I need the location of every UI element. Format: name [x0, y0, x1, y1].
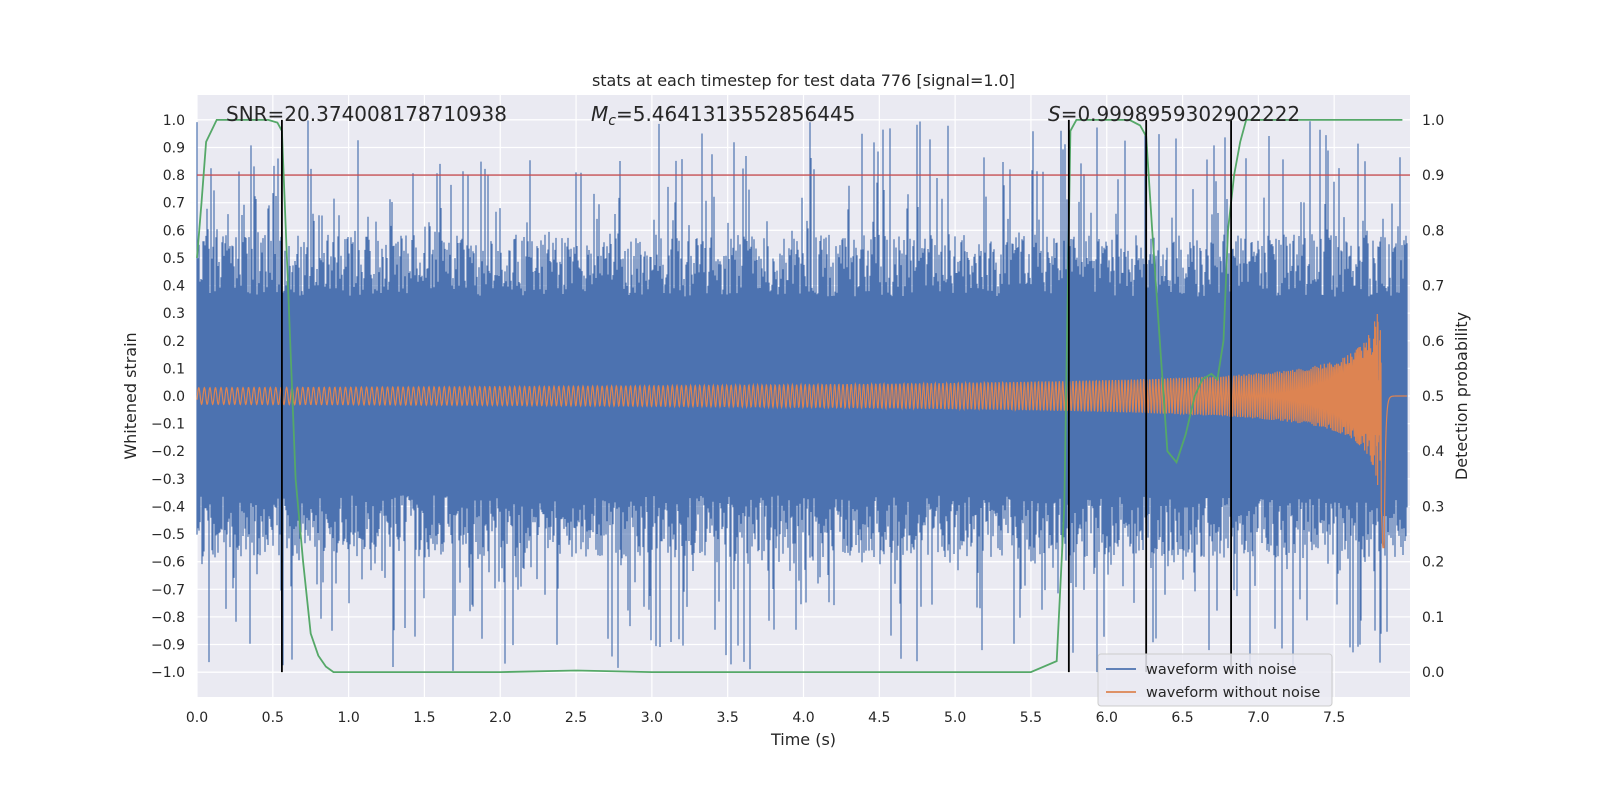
y-tick-label: −0.9	[151, 638, 185, 654]
y-tick-label: −0.3	[151, 472, 185, 488]
y-tick-label: 0.2	[163, 334, 185, 350]
x-tick-label: 6.5	[1171, 710, 1193, 726]
y2-tick-label: 1.0	[1422, 113, 1444, 129]
y-tick-label: 0.7	[163, 196, 185, 212]
y2-tick-label: 0.6	[1422, 334, 1444, 350]
x-tick-label: 1.0	[337, 710, 359, 726]
x-tick-label: 5.0	[944, 710, 966, 726]
y-tick-label: 0.9	[163, 140, 185, 156]
x-axis-label: Time (s)	[770, 730, 836, 749]
y2-tick-label: 0.1	[1422, 610, 1444, 626]
y2-axis-label: Detection probability	[1452, 312, 1471, 480]
x-tick-label: 1.5	[413, 710, 435, 726]
y-axis-label: Whitened strain	[121, 332, 140, 459]
y2-tick-label: 0.9	[1422, 168, 1444, 184]
y-tick-label: −0.2	[151, 444, 185, 460]
legend-label-noise: waveform with noise	[1146, 662, 1297, 678]
y-tick-label: 0.5	[163, 251, 185, 267]
y-tick-label: 0.6	[163, 223, 185, 239]
y2-tick-label: 0.2	[1422, 555, 1444, 571]
y-tick-label: 0.8	[163, 168, 185, 184]
y-tick-label: −0.6	[151, 555, 185, 571]
legend: waveform with noise waveform without noi…	[1097, 653, 1333, 707]
chirp-mass-annotation: Mc=5.4641313552856445	[591, 102, 855, 129]
y2-tick-label: 0.3	[1422, 499, 1444, 515]
y-tick-label: −0.7	[151, 582, 185, 598]
y-tick-label: −0.5	[151, 527, 185, 543]
legend-box	[1097, 653, 1333, 707]
y-tick-label: 1.0	[163, 113, 185, 129]
x-tick-label: 2.5	[565, 710, 587, 726]
y2-tick-label: 0.8	[1422, 223, 1444, 239]
x-tick-label: 3.5	[717, 710, 739, 726]
mc-symbol: M	[591, 102, 608, 126]
y2-tick-label: 0.4	[1422, 444, 1444, 460]
series-waveform-without-noise	[196, 314, 1407, 549]
y2-tick-label: 0.7	[1422, 279, 1444, 295]
x-tick-label: 2.0	[489, 710, 511, 726]
x-tick-label: 5.5	[1020, 710, 1042, 726]
y-axis-ticks: 1.0 0.9 0.8 0.7 0.6 0.5 0.4 0.3 0.2 0.1 0.0 −0.1 −0.…	[151, 113, 185, 681]
y-tick-label: 0.0	[163, 389, 185, 405]
mc-subscript: c	[608, 113, 616, 129]
y-tick-label: −1.0	[151, 665, 185, 681]
y-tick-label: −0.1	[151, 417, 185, 433]
x-tick-label: 7.0	[1247, 710, 1269, 726]
x-axis-ticks: 0.0 0.5 1.0 1.5 2.0 2.5 3.0 3.5 4.0 4.5 5.0 5.5 6.0 6…	[186, 710, 1345, 726]
x-tick-label: 7.5	[1323, 710, 1345, 726]
x-tick-label: 0.0	[186, 710, 208, 726]
mc-value: =5.4641313552856445	[616, 102, 855, 126]
score-annotation: S=0.9998959302902222	[1048, 102, 1300, 126]
y-tick-label: 0.1	[163, 361, 185, 377]
s-symbol: S	[1048, 102, 1061, 126]
x-tick-label: 4.0	[792, 710, 814, 726]
y-tick-label: 0.3	[163, 306, 185, 322]
legend-label-clean: waveform without noise	[1146, 685, 1320, 701]
chart-title: stats at each timestep for test data 776…	[592, 71, 1015, 90]
vertical-markers	[281, 119, 1232, 673]
x-tick-label: 4.5	[868, 710, 890, 726]
y2-tick-label: 0.5	[1422, 389, 1444, 405]
y-tick-label: −0.8	[151, 610, 185, 626]
x-tick-label: 6.0	[1096, 710, 1118, 726]
y-tick-label: 0.4	[163, 279, 185, 295]
x-tick-label: 3.0	[641, 710, 663, 726]
y2-tick-label: 0.0	[1422, 665, 1444, 681]
y-tick-label: −0.4	[151, 499, 185, 515]
x-tick-label: 0.5	[262, 710, 284, 726]
s-value: =0.9998959302902222	[1061, 102, 1300, 126]
y2-axis-ticks: 1.0 0.9 0.8 0.7 0.6 0.5 0.4 0.3 0.2 0.1 0.0	[1422, 113, 1444, 681]
plot-content	[196, 119, 1410, 673]
snr-annotation: SNR=20.374008178710938	[226, 102, 507, 126]
